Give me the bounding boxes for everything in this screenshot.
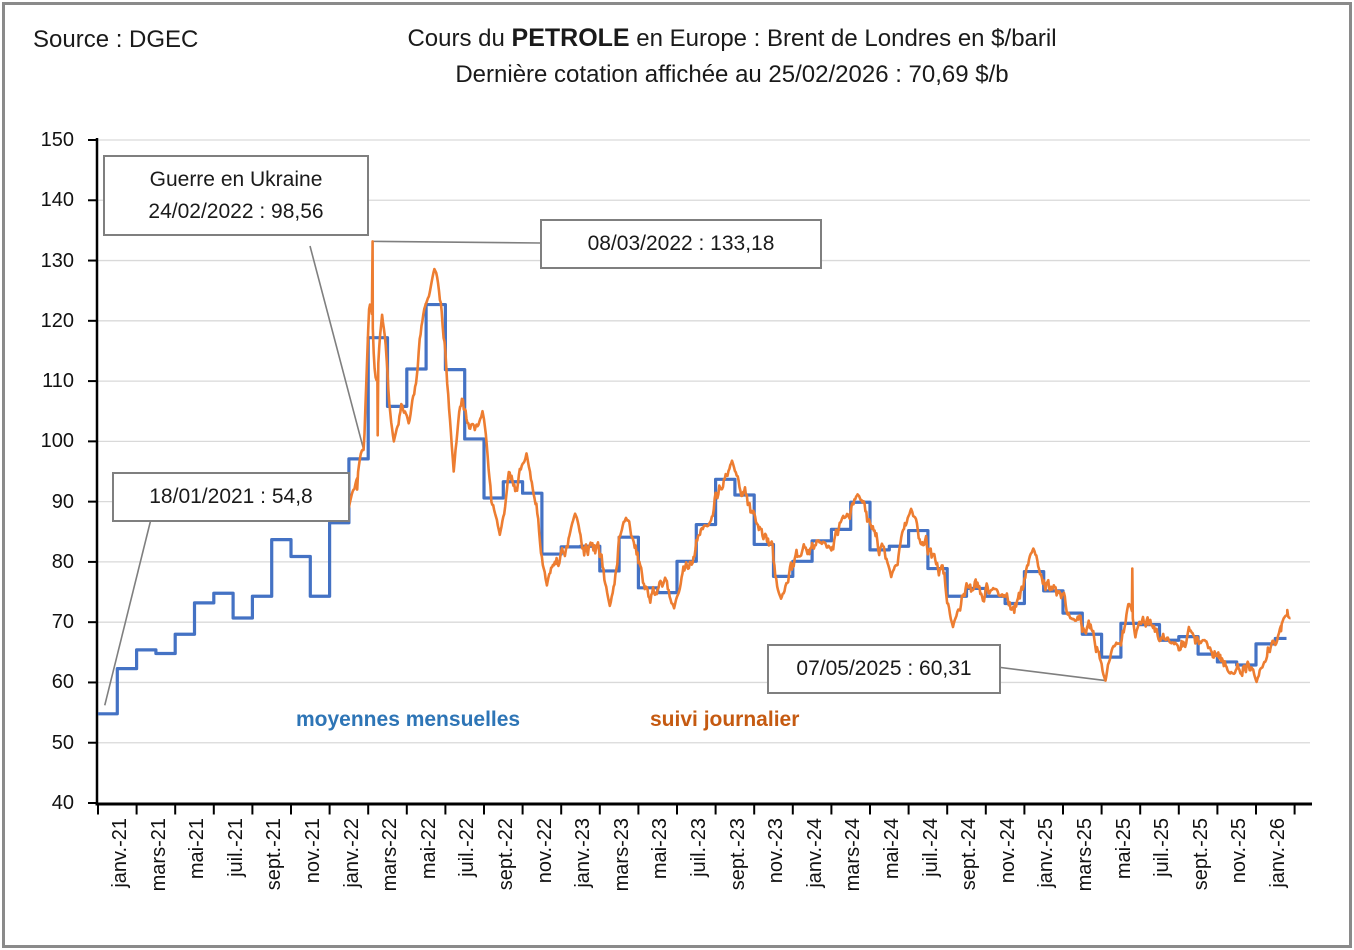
source-label: Source : DGEC: [33, 26, 199, 53]
x-axis-tick-label: juil.-21: [224, 818, 247, 877]
x-axis-tick-label: mai-23: [649, 818, 672, 880]
x-axis-tick-label: mai-22: [417, 818, 440, 880]
annotation-box-start: 18/01/2021 : 54,8: [112, 472, 350, 522]
x-axis-tick-label: mars-24: [842, 818, 865, 892]
x-axis-tick-label: mai-25: [1112, 818, 1135, 880]
x-axis-tick-label: nov.-24: [996, 818, 1019, 884]
x-axis-tick-label: sept.-22: [495, 818, 517, 891]
y-axis-tick-label: 90: [51, 490, 74, 513]
x-axis-tick-label: janv.-22: [340, 818, 363, 888]
x-axis-tick-label: sept.-25: [1189, 818, 1212, 891]
y-axis-tick-label: 50: [51, 731, 74, 754]
x-axis-tick-label: janv.-24: [803, 818, 826, 888]
y-axis-tick-label: 150: [40, 129, 74, 151]
x-axis-tick-label: mars-21: [147, 818, 170, 892]
x-axis-tick-label: sept.-21: [263, 818, 286, 891]
y-axis-tick-label: 110: [42, 370, 74, 393]
chart-title-suffix: en Europe : Brent de Londres en $/baril: [629, 25, 1057, 52]
annotation-text: 07/05/2025 : 60,31: [796, 657, 972, 680]
x-axis-tick-label: mars-25: [1074, 818, 1096, 892]
x-axis-tick-label: juil.-24: [919, 818, 942, 877]
x-axis-tick-label: nov.-21: [302, 818, 324, 884]
annotation-box-peak: 08/03/2022 : 133,18: [540, 219, 822, 269]
x-axis-tick-label: mai-24: [881, 818, 903, 880]
annotation-leader-line: [988, 665, 1106, 682]
y-axis-tick-label: 120: [40, 309, 74, 332]
annotation-text: Guerre en Ukraine: [149, 168, 323, 191]
chart-title-bold: PETROLE: [511, 24, 630, 52]
x-axis-tick-label: nov.-23: [765, 818, 788, 884]
y-axis-tick-label: 40: [51, 792, 74, 814]
annotation-box-ukraine: Guerre en Ukraine 24/02/2022 : 98,56: [103, 155, 369, 236]
x-axis-tick-label: sept.-23: [726, 818, 749, 891]
y-axis-tick-label: 140: [40, 189, 74, 212]
annotation-leader-line: [372, 240, 541, 244]
y-axis-tick-label: 70: [51, 611, 74, 634]
chart-title-prefix: Cours du: [407, 25, 512, 52]
legend-monthly-label: moyennes mensuelles: [296, 708, 521, 731]
x-axis-tick-label: juil.-25: [1151, 818, 1174, 877]
annotation-text: 18/01/2021 : 54,8: [149, 485, 313, 508]
annotation-text: 24/02/2022 : 98,56: [148, 199, 324, 223]
y-axis-tick-label: 130: [40, 249, 74, 272]
x-axis-tick-label: sept.-24: [958, 818, 981, 891]
chart-title: Cours du PETROLE en Europe : Brent de Lo…: [232, 24, 1232, 53]
y-axis-tick-label: 60: [51, 671, 74, 694]
x-axis-tick-label: nov.-25: [1228, 818, 1251, 884]
x-axis-tick-label: juil.-23: [688, 818, 710, 877]
annotation-box-low: 07/05/2025 : 60,31: [767, 644, 1001, 694]
x-axis-tick-label: juil.-22: [456, 818, 479, 877]
x-axis-tick-label: janv.-21: [109, 818, 131, 888]
x-axis-tick-label: janv.-25: [1035, 818, 1058, 888]
x-axis-tick-label: janv.-26: [1267, 818, 1289, 888]
y-axis-tick-label: 100: [40, 430, 74, 453]
x-axis-tick-label: nov.-22: [533, 818, 556, 884]
x-axis-tick-label: mai-21: [186, 818, 209, 880]
annotation-leader-line: [309, 245, 365, 451]
annotation-leader-line: [103, 514, 153, 706]
y-axis-tick-label: 80: [51, 550, 74, 573]
chart-subtitle: Dernière cotation affichée au 25/02/2026…: [455, 61, 1009, 88]
annotation-text: 08/03/2022 : 133,18: [587, 232, 775, 255]
x-axis-tick-label: mars-23: [610, 818, 633, 892]
x-axis-tick-label: mars-22: [379, 818, 402, 892]
x-axis-tick-label: janv.-23: [572, 818, 595, 888]
daily-series-line: [347, 240, 1292, 684]
legend-daily-label: suivi journalier: [650, 708, 800, 731]
